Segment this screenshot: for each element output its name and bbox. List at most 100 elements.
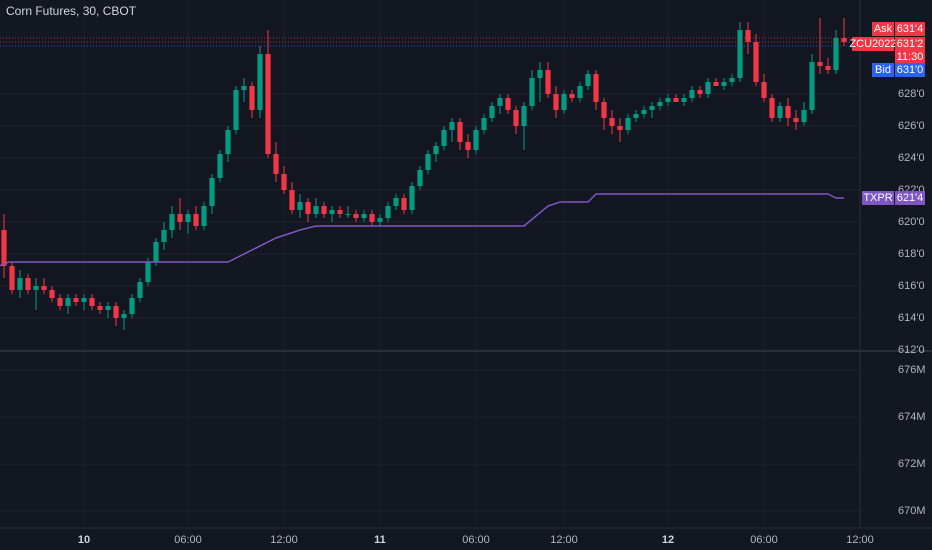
indicator-name-box (862, 191, 894, 205)
candle-body (425, 154, 431, 170)
candle-body (41, 286, 47, 290)
candle-body (481, 118, 487, 130)
x-tick-label: 10 (78, 534, 90, 546)
y-tick-label: 674M (898, 411, 926, 423)
candle-body (129, 298, 135, 314)
candle-body (577, 86, 583, 98)
candle-body (721, 82, 727, 86)
price-name: Ask (874, 23, 893, 35)
candle-body (785, 106, 791, 118)
x-tick-label: 12:00 (550, 534, 578, 546)
candle-body (537, 70, 543, 78)
y-tick-label: 614'0 (898, 312, 925, 324)
candle-body (89, 298, 95, 306)
candle-body (825, 66, 831, 70)
y-tick-label: 672M (898, 458, 926, 470)
candle-body (17, 278, 23, 290)
candle-body (185, 214, 191, 222)
candle-body (337, 210, 343, 214)
price-name: Bid (875, 64, 891, 76)
candle-body (777, 106, 783, 118)
price-name-box (872, 63, 894, 77)
price-value: 631'0 (897, 64, 924, 76)
candle-body (177, 214, 183, 222)
candle-body (73, 298, 79, 302)
candle-body (393, 198, 399, 206)
candle-body (697, 90, 703, 94)
candle-body (801, 110, 807, 122)
x-tick-label: 06:00 (462, 534, 490, 546)
candle-body (449, 122, 455, 130)
chart-title: Corn Futures, 30, CBOT (6, 4, 137, 18)
price-value: 631'4 (897, 23, 924, 35)
y-tick-label: 612'0 (898, 344, 925, 356)
candle-body (377, 218, 383, 222)
candle-body (793, 118, 799, 122)
candle-body (105, 306, 111, 310)
candle-body (409, 186, 415, 210)
candle-body (769, 98, 775, 118)
candle-body (137, 282, 143, 298)
candle-body (401, 198, 407, 210)
indicator-line (0, 193, 844, 267)
candle-body (97, 306, 103, 310)
candle-body (345, 214, 351, 215)
candle-body (353, 214, 359, 218)
candle-body (585, 74, 591, 86)
candle-body (729, 78, 735, 82)
candle-body (201, 206, 207, 226)
candle-body (273, 154, 279, 174)
x-tick-label: 11 (374, 534, 386, 546)
countdown: 11:30 (897, 51, 924, 63)
indicator-value: 621'4 (897, 192, 924, 204)
price-name: ZCU2022 (849, 38, 896, 50)
candle-body (145, 262, 151, 282)
candle-body (313, 206, 319, 214)
candle-body (553, 94, 559, 110)
candle-body (681, 98, 687, 102)
candle-body (57, 298, 63, 306)
x-tick-label: 12:00 (846, 534, 874, 546)
candle-body (513, 110, 519, 126)
y-tick-label: 670M (898, 505, 926, 517)
candle-body (593, 74, 599, 102)
candle-body (33, 286, 39, 290)
price-name-box (872, 22, 894, 36)
candle-body (521, 106, 527, 126)
candle-body (705, 82, 711, 94)
candle-body (737, 30, 743, 78)
candle-body (529, 78, 535, 106)
candle-body (833, 38, 839, 70)
candle-body (169, 214, 175, 230)
candle-body (441, 130, 447, 146)
candle-body (65, 298, 71, 306)
candle-body (473, 130, 479, 150)
candle-body (649, 106, 655, 110)
price-value-box (895, 63, 925, 77)
candle-body (641, 110, 647, 114)
x-tick-label: 12:00 (270, 534, 298, 546)
candle-body (9, 266, 15, 290)
candle-body (265, 54, 271, 154)
candle-body (633, 114, 639, 118)
candle-body (385, 206, 391, 218)
y-tick-label: 624'0 (898, 152, 925, 164)
y-tick-label: 628'0 (898, 88, 925, 100)
candle-body (625, 118, 631, 130)
candle-body (601, 102, 607, 118)
candle-body (161, 230, 167, 242)
candle-body (617, 126, 623, 130)
candle-body (81, 298, 87, 302)
indicator-value-box (895, 191, 925, 205)
candle-body (745, 30, 751, 42)
y-tick-label: 620'0 (898, 216, 925, 228)
candle-body (113, 306, 119, 318)
candle-body (841, 38, 847, 42)
candle-body (25, 278, 31, 290)
candle-body (329, 210, 335, 214)
candle-body (257, 54, 263, 110)
candle-body (193, 214, 199, 226)
candle-body (713, 82, 719, 86)
candle-body (545, 70, 551, 94)
